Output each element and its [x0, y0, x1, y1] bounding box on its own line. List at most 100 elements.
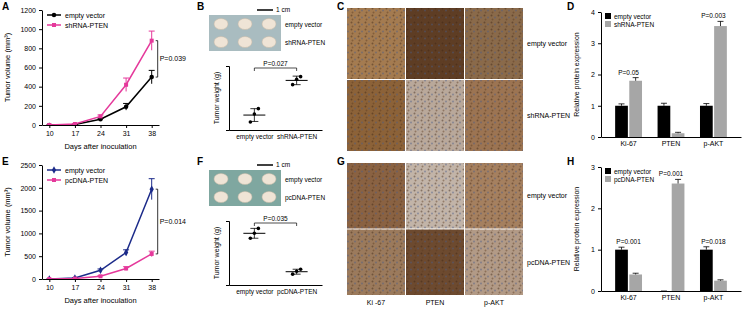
column-label: p-AKT [484, 299, 505, 307]
tick: 0 [591, 288, 601, 295]
tick: 38 [148, 125, 156, 137]
tick: 10 [46, 125, 54, 137]
tick-label: p-AKT [704, 294, 725, 302]
error-bar-cap [633, 273, 639, 274]
error-bar [98, 115, 104, 118]
scale-bar-label: 1 cm [276, 6, 290, 13]
panel: DKi-67PTENp-AKT01234Relative protein exp… [567, 1, 742, 148]
axis: 05001000150020002500 [20, 162, 42, 283]
error-bar [123, 78, 129, 91]
error-bar-cap [123, 78, 129, 79]
legend-label: empty vector [614, 13, 652, 21]
tumor [214, 19, 228, 30]
error-bar-cap [675, 179, 681, 180]
ihc-texture [465, 230, 523, 296]
panel-label: F [197, 156, 203, 167]
marker [99, 274, 103, 278]
tick: 2 [591, 71, 601, 78]
tick-label: 2 [591, 71, 595, 78]
tick-mark [126, 279, 127, 282]
bar [629, 274, 642, 291]
tick-label: 31 [123, 284, 131, 291]
axis: 1017243138 [43, 125, 160, 137]
tick-label: 31 [123, 130, 131, 137]
tick: 2 [591, 205, 601, 212]
tick: 31 [123, 125, 131, 137]
error-bar-stem [254, 109, 255, 122]
bar [714, 26, 727, 137]
tick: empty vector [236, 130, 274, 141]
x-axis-title: Days after inoculation [64, 296, 136, 305]
panel: Fempty vectorpcDNA-PTEN1 cmempty vectorp… [197, 156, 325, 296]
tick-label: 400 [24, 83, 36, 90]
ihc-image [347, 8, 405, 79]
y-axis-title: Tumor weight (g) [213, 227, 221, 280]
annotation: P=0.027 [263, 60, 288, 67]
legend-swatch [605, 13, 611, 19]
row-label: empty vector [527, 192, 568, 200]
y-axis-title: Tumor weight (g) [213, 72, 221, 125]
tick-mark [598, 75, 601, 76]
tick-label: 38 [148, 284, 156, 291]
y-axis-title: Tumor volume (mm³) [3, 187, 12, 257]
plot-area [243, 227, 307, 276]
bracket [156, 189, 158, 254]
marker [124, 267, 128, 271]
legend-marker [52, 23, 56, 27]
p-value: P=0.05 [618, 69, 639, 76]
tick-mark [49, 279, 50, 282]
y-axis-title: Relative protein expression [573, 187, 581, 272]
axis-line [601, 168, 602, 292]
error-bar-cap [619, 247, 625, 248]
error-bar [123, 103, 129, 110]
error-bar-stem [254, 228, 255, 238]
tick-label: 1000 [20, 230, 36, 237]
tumor [238, 37, 252, 48]
tick: 1200 [20, 7, 42, 14]
series-line [49, 41, 151, 125]
legend-marker [52, 166, 56, 173]
tick-mark [39, 106, 42, 107]
annotation: P=0.039 [160, 55, 186, 62]
error-bar [149, 70, 155, 83]
error-bar-cap [149, 251, 155, 252]
tick-label: 1000 [20, 26, 36, 33]
tick-mark [598, 106, 601, 107]
tick: 2500 [20, 162, 42, 169]
tick: 400 [24, 83, 42, 90]
tick-mark [39, 188, 42, 189]
panel-label: A [2, 1, 9, 12]
error-bar-cap [703, 246, 709, 247]
axis: Ki-67PTENp-AKT [602, 291, 742, 302]
data-point [299, 75, 303, 79]
photo-label: pcDNA-PTEN [285, 194, 325, 202]
axis-line [602, 291, 742, 292]
tick-mark [75, 125, 76, 128]
tick: Ki-67 [620, 291, 636, 301]
tick-mark [598, 43, 601, 44]
ihc-image [465, 163, 523, 229]
photo-label: shRNA-PTEN [285, 39, 325, 46]
tick-mark [39, 211, 42, 212]
tick-mark [39, 48, 42, 49]
error-bar-cap [293, 269, 301, 270]
tick-mark [39, 233, 42, 234]
error-bar-cap [293, 84, 301, 85]
tick-mark [101, 279, 102, 282]
tick: 1500 [20, 207, 42, 214]
axis: 0123 [591, 164, 601, 295]
ihc-texture [406, 8, 464, 79]
ihc-texture [347, 163, 405, 229]
tick: 3 [591, 164, 601, 171]
ihc-texture [406, 80, 464, 151]
error-bar-cap [250, 121, 258, 122]
tick: 24 [97, 125, 105, 137]
column-label: Ki -67 [367, 299, 385, 306]
axis: empty vectorpcDNA-PTEN [230, 285, 323, 296]
panel: Bempty vectorshRNA-PTEN1 cmempty vectors… [197, 1, 325, 141]
photo-background [209, 170, 281, 206]
tick-label: 0 [591, 288, 595, 295]
bar [672, 184, 685, 291]
marker [124, 105, 129, 110]
tick-mark [598, 12, 601, 13]
